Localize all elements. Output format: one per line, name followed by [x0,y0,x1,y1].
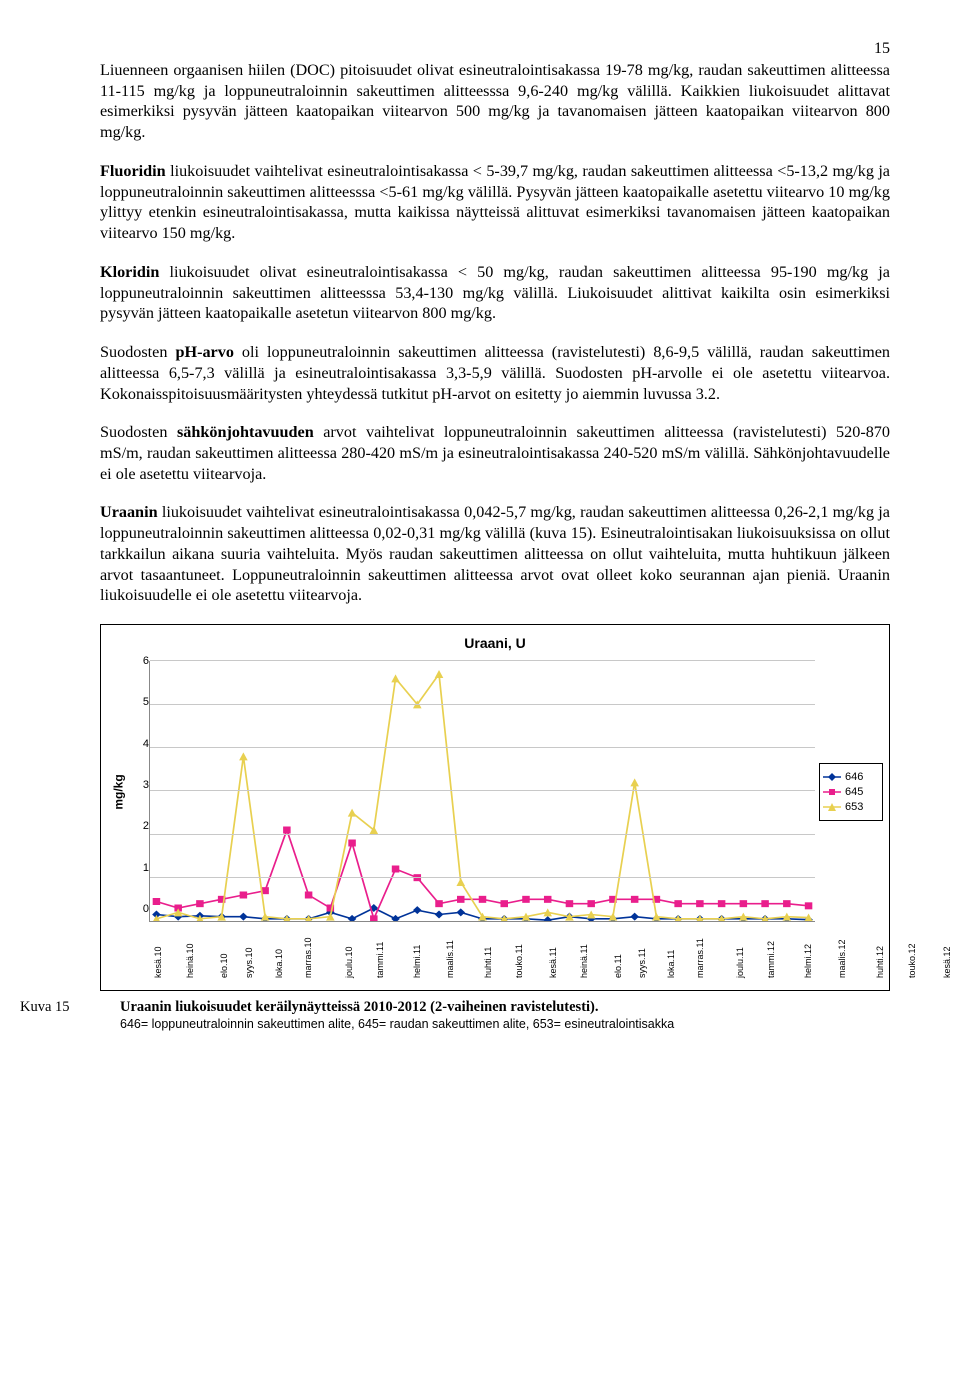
paragraph-4-lead: Suodosten [100,343,175,361]
xtick: touko.12 [907,944,917,979]
term-fluoridin: Fluoridin [100,162,166,180]
xtick: maalis.12 [837,940,847,979]
paragraph-5: Suodosten sähkönjohtavuuden arvot vaihte… [100,422,890,484]
paragraph-4: Suodosten pH-arvo oli loppuneutraloinnin… [100,342,890,404]
term-conductivity: sähkönjohtavuuden [177,423,314,441]
term-kloridin: Kloridin [100,263,159,281]
paragraph-1: Liuenneen orgaanisen hiilen (DOC) pitois… [100,60,890,143]
xtick: touko.11 [514,944,524,978]
xtick: marras.11 [695,938,705,978]
xtick: huhti.12 [875,946,885,978]
term-uraanin: Uraanin [100,503,158,521]
chart-yaxis: 6543210 [131,661,149,921]
chart-plot-area [149,661,815,922]
xtick: marras.10 [303,938,313,979]
xtick: maalis.11 [445,940,455,978]
paragraph-6-body: liukoisuudet vaihtelivat esineutralointi… [100,503,890,604]
xtick: huhti.11 [483,947,493,978]
legend-item: 646 [823,771,879,783]
xtick: joulu.10 [344,947,354,979]
ytick: 2 [131,820,149,832]
ytick: 3 [131,779,149,791]
xtick: tammi.11 [375,942,385,978]
page-number: 15 [100,40,890,58]
ytick: 1 [131,862,149,874]
paragraph-2-body: liukoisuudet vaihtelivat esineutralointi… [100,162,890,242]
paragraph-5-lead: Suodosten [100,423,177,441]
xtick: loka.10 [274,949,284,978]
xtick: kesä.11 [548,947,558,978]
caption-main: Uraanin liukoisuudet keräilynäytteissä 2… [120,999,599,1015]
legend-item: 653 [823,801,879,813]
xtick: helmi.12 [803,944,813,978]
xtick: kesä.12 [942,947,952,979]
chart-title: Uraani, U [107,635,883,651]
chart-xaxis: kesä.10 heinä.10 elo.10 syys.10 loka.10 marra… [149,922,883,984]
ytick: 4 [131,738,149,750]
legend-item: 645 [823,786,879,798]
ytick: 6 [131,655,149,667]
ytick: 5 [131,696,149,708]
xtick: syys.10 [244,948,254,979]
paragraph-6: Uraanin liukoisuudet vaihtelivat esineut… [100,502,890,606]
chart-ylabel: mg/kg [107,661,131,922]
xtick: loka.11 [666,950,676,978]
xtick: heinä.10 [185,944,195,979]
xtick: joulu.11 [735,947,745,978]
figure-label: Kuva 15 [0,999,120,1033]
figure-caption: Kuva 15 Uraanin liukoisuudet keräilynäyt… [100,999,890,1033]
chart-legend: 646 645 653 [819,763,883,821]
uranium-chart: Uraani, U mg/kg 6 5 4 3 2 1 0 646 645 653 kesä.1… [100,624,890,991]
xtick: tammi.12 [766,941,776,978]
term-ph: pH-arvo [175,343,233,361]
ytick: 0 [131,903,149,915]
xtick: helmi.11 [412,945,422,978]
paragraph-3-body: liukoisuudet olivat esineutralointisakas… [100,263,890,322]
xtick: elo.11 [613,954,623,978]
paragraph-3: Kloridin liukoisuudet olivat esineutralo… [100,262,890,324]
xtick: kesä.10 [153,947,163,979]
xtick: heinä.11 [579,944,589,978]
xtick: elo.10 [219,954,229,979]
caption-sub: 646= loppuneutraloinnin sakeuttimen alit… [120,1017,674,1031]
xtick: syys.11 [637,948,647,978]
paragraph-2: Fluoridin liukoisuudet vaihtelivat esine… [100,161,890,244]
